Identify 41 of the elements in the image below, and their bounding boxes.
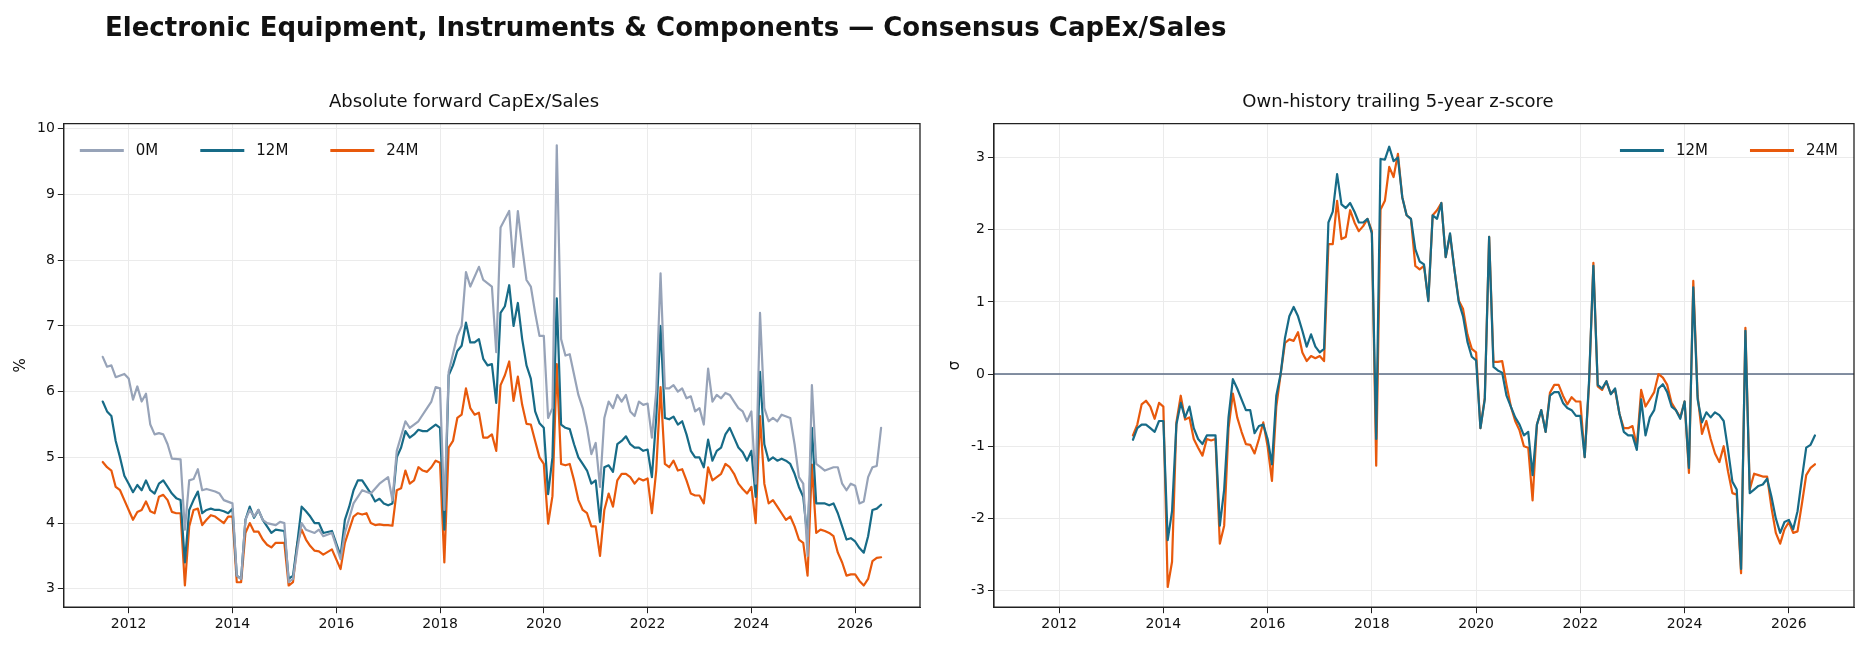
legend-label: 24M bbox=[386, 141, 419, 160]
y-tick-label: 9 bbox=[45, 185, 55, 202]
x-tick-label: 2018 bbox=[1354, 615, 1390, 632]
x-tick-label: 2024 bbox=[733, 615, 770, 632]
legend-label: 0M bbox=[135, 141, 159, 160]
x-tick-label: 2012 bbox=[1041, 615, 1077, 632]
x-tick-label: 2016 bbox=[318, 615, 355, 632]
y-tick-label: 5 bbox=[45, 448, 55, 465]
y-tick-label: 6 bbox=[45, 382, 55, 399]
y-axis-title: % bbox=[10, 358, 29, 373]
y-tick-label: 1 bbox=[976, 292, 985, 309]
x-tick-label: 2020 bbox=[1458, 615, 1494, 632]
x-tick-label: 2026 bbox=[1771, 615, 1807, 632]
x-tick-label: 2012 bbox=[110, 615, 147, 632]
chart-title: Own-history trailing 5-year z-score bbox=[1242, 90, 1554, 112]
y-tick-label: 4 bbox=[45, 513, 55, 530]
y-tick-label: -2 bbox=[970, 509, 985, 526]
y-tick-label: 8 bbox=[45, 250, 55, 267]
x-tick-label: 2022 bbox=[1562, 615, 1599, 632]
y-tick-label: 10 bbox=[36, 119, 55, 136]
legend-label: 24M bbox=[1805, 141, 1838, 160]
x-tick-label: 2018 bbox=[422, 615, 458, 632]
x-tick-label: 2016 bbox=[1249, 615, 1286, 632]
y-tick-label: 2 bbox=[976, 220, 985, 237]
legend-label: 12M bbox=[1675, 141, 1708, 160]
legend-label: 12M bbox=[256, 141, 289, 160]
x-tick-label: 2026 bbox=[837, 615, 874, 632]
y-tick-label: 7 bbox=[45, 316, 55, 333]
y-tick-label: -1 bbox=[970, 436, 985, 453]
y-tick-label: -3 bbox=[970, 581, 985, 598]
y-axis-title: σ bbox=[944, 360, 963, 371]
x-tick-label: 2014 bbox=[1145, 615, 1182, 632]
chart-title: Absolute forward CapEx/Sales bbox=[328, 90, 600, 112]
x-tick-label: 2024 bbox=[1666, 615, 1703, 632]
x-tick-label: 2020 bbox=[525, 615, 562, 632]
y-tick-label: 3 bbox=[976, 148, 985, 165]
y-tick-label: 0 bbox=[976, 364, 985, 381]
text: Electronic Equipment, Instruments & Components — Consensus CapEx/Sales bbox=[105, 12, 1228, 42]
x-tick-label: 2022 bbox=[629, 615, 666, 632]
x-tick-label: 2014 bbox=[214, 615, 251, 632]
y-tick-label: 3 bbox=[45, 579, 55, 596]
